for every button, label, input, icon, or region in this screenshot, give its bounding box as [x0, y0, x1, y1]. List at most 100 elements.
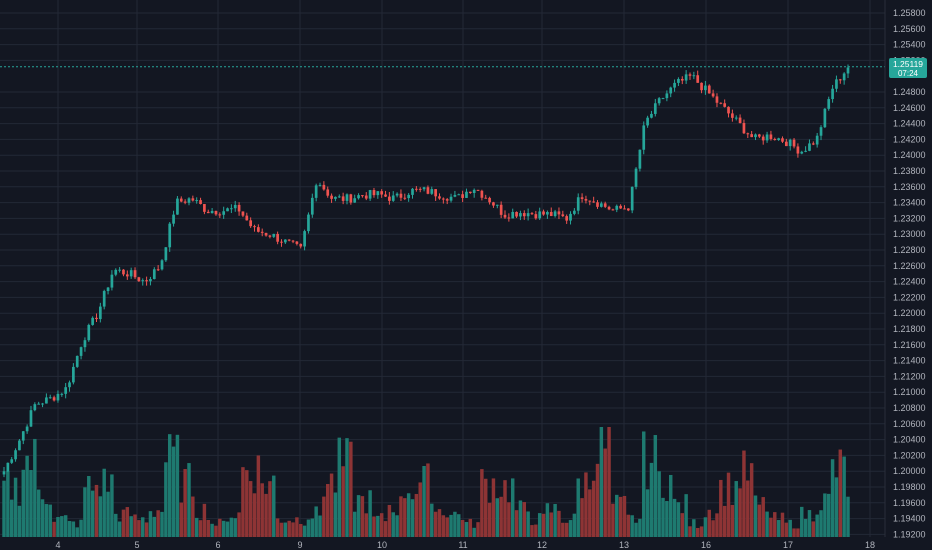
volume-bar: [615, 494, 619, 537]
x-tick-label: 12: [537, 540, 547, 550]
volume-bar: [730, 504, 735, 537]
candle-body: [6, 462, 10, 472]
candle-body: [361, 195, 364, 197]
volume-bar: [283, 522, 288, 537]
volume-bar: [464, 521, 469, 537]
candle-body: [538, 211, 542, 219]
volume-bar: [337, 437, 342, 537]
volume-bar: [160, 511, 164, 537]
time-axis[interactable]: 4 5 6 9 10 11 12 13 16 17 18: [0, 537, 885, 550]
volume-bar: [815, 514, 819, 537]
candle-body: [788, 139, 792, 147]
candle-body: [761, 136, 765, 141]
candle-body: [291, 240, 295, 242]
candle-body: [218, 214, 222, 216]
candle-body: [465, 191, 468, 198]
candle-body: [507, 217, 511, 219]
candle-body: [64, 387, 68, 394]
candle-body: [357, 195, 360, 199]
candle-body: [476, 189, 480, 191]
candle-body: [838, 79, 842, 81]
volume-bar: [48, 504, 52, 537]
price-axis[interactable]: 1.258001.256001.254001.252001.248001.246…: [884, 0, 932, 539]
candle-body: [719, 102, 723, 104]
volume-bar: [607, 427, 611, 537]
volume-bar: [553, 503, 557, 537]
volume-bar: [418, 482, 422, 537]
candle-body: [503, 214, 507, 218]
y-tick-label: 1.20400: [893, 435, 926, 445]
candle-body: [79, 347, 83, 356]
y-tick-label: 1.23400: [893, 198, 926, 208]
volume-bar: [345, 438, 349, 537]
volume-bar: [144, 522, 149, 537]
volume-bar: [630, 515, 634, 537]
volume-bar: [194, 517, 199, 537]
candle-body: [607, 206, 611, 210]
candles: [2, 64, 850, 478]
candle-body: [125, 274, 129, 277]
candle-body: [199, 200, 202, 205]
volume-bar: [322, 496, 326, 537]
volume-bar: [406, 493, 411, 537]
candle-body: [665, 93, 669, 99]
candle-body: [245, 215, 249, 221]
candle-body: [546, 212, 549, 215]
candle-body: [596, 202, 599, 207]
volume-bar: [688, 526, 692, 537]
volume-bar: [191, 496, 195, 537]
volume-bar: [653, 435, 658, 537]
candle-body: [415, 188, 418, 190]
candle-body: [569, 213, 572, 221]
volume-bar: [642, 431, 646, 537]
volume-bar: [468, 518, 473, 537]
volume-bar: [811, 521, 816, 537]
volume-bar: [588, 489, 592, 537]
volume-bar: [722, 505, 727, 537]
y-tick-label: 1.23600: [893, 182, 926, 192]
y-tick-label: 1.22200: [893, 292, 926, 302]
candle-body: [326, 189, 330, 196]
volume-bar: [634, 522, 638, 537]
candle-body: [657, 98, 661, 104]
volume-bar: [499, 496, 503, 537]
y-tick-label: 1.19800: [893, 482, 926, 492]
volume-bar: [522, 502, 527, 537]
candle-body: [576, 197, 580, 211]
y-tick-label: 1.25800: [893, 8, 926, 18]
volume-bar: [187, 463, 191, 537]
volume-bar: [692, 519, 696, 537]
candle-body: [534, 214, 538, 219]
volume-bar: [823, 493, 827, 537]
candle-body: [114, 269, 118, 275]
candle-body: [688, 74, 692, 76]
volume-bar: [591, 480, 596, 537]
volume-bar: [657, 471, 661, 537]
candle-body: [133, 270, 137, 278]
volume-bar: [171, 446, 176, 537]
volume-bar: [33, 438, 37, 537]
volume-bar: [75, 527, 79, 537]
last-price-badge: 1.25119 07:24: [889, 58, 927, 78]
volume-bar: [6, 470, 10, 537]
volume-bar: [325, 484, 330, 537]
volume-bar: [318, 515, 322, 537]
candle-body: [457, 194, 461, 196]
candle-body: [314, 185, 318, 198]
volume-bar: [557, 510, 561, 537]
candle-body: [257, 227, 260, 232]
volume-bar: [117, 521, 122, 537]
volume-bar: [98, 496, 103, 537]
candle-body: [765, 134, 769, 141]
candle-body: [75, 355, 79, 367]
volume-bar: [476, 522, 480, 537]
candle-body: [784, 141, 788, 147]
candle-body: [742, 123, 746, 134]
candle-body: [98, 306, 102, 320]
volume-bar: [237, 512, 241, 537]
candle-body: [611, 209, 615, 211]
volume-bar: [83, 487, 87, 537]
candle-body: [615, 205, 619, 210]
